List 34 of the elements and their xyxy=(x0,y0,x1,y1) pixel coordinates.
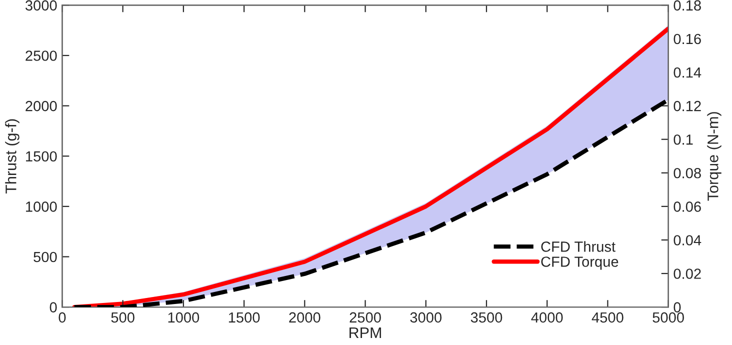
y2-tick-label: 0 xyxy=(674,302,681,312)
y2-tick-label: 0.1 xyxy=(674,134,693,145)
y2-tick-label: 0.18 xyxy=(674,0,701,11)
x-tick-label: 3000 xyxy=(410,312,442,323)
x-tick-label: 2000 xyxy=(289,312,320,323)
y-tick-label: 3000 xyxy=(25,0,57,11)
y2-tick-label: 0.08 xyxy=(674,168,701,178)
x-tick-label: 5000 xyxy=(652,312,684,323)
x-tick-label: 3500 xyxy=(470,312,502,323)
x-tick-label: 500 xyxy=(111,312,134,323)
x-tick-label: 2500 xyxy=(350,312,381,323)
y2-tick-label: 0.06 xyxy=(674,202,701,212)
y2-tick-label: 0.02 xyxy=(674,268,701,279)
y2-tick-label: 0.14 xyxy=(674,67,702,78)
y-axis-title: Thrust (g-f) xyxy=(5,119,20,194)
x-tick-label: 1000 xyxy=(168,312,200,323)
y-tick-label: 0 xyxy=(50,302,57,312)
x-tick-label: 4000 xyxy=(531,312,563,323)
x-axis-title: RPM xyxy=(350,327,381,338)
y2-tick-label: 0.16 xyxy=(674,34,701,44)
x-tick-label: 4500 xyxy=(592,312,624,323)
y2-axis-title: Torque (N-m) xyxy=(707,112,722,201)
line-series xyxy=(72,98,668,308)
legend-label: CFD Thrust xyxy=(541,241,616,252)
y2-tick-label: 0.12 xyxy=(674,100,701,112)
y2-tick-label: 0.04 xyxy=(674,235,702,246)
y-tick-label: 500 xyxy=(34,252,57,262)
y-tick-label: 2500 xyxy=(26,50,57,61)
y-tick-label: 1000 xyxy=(26,202,57,212)
y-tick-label: 2000 xyxy=(26,100,57,112)
legend-label: CFD Torque xyxy=(541,256,618,270)
x-tick-label: 1500 xyxy=(228,312,260,323)
x-tick-label: 0 xyxy=(58,312,66,323)
y-tick-label: 1500 xyxy=(26,151,57,162)
